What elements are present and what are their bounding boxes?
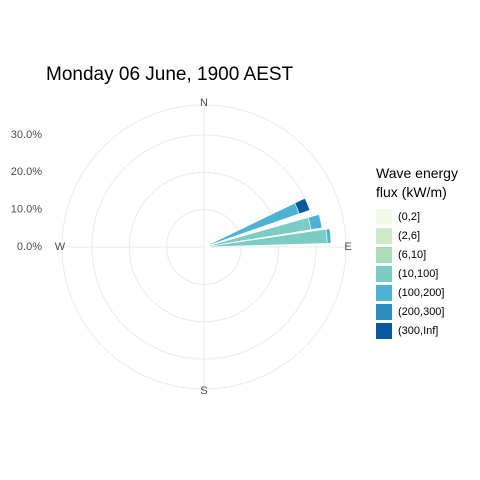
bars-layer [203, 197, 332, 248]
legend-item: (300,Inf] [376, 322, 458, 339]
legend-swatch [376, 303, 392, 320]
radial-tick-label: 10.0% [11, 204, 42, 216]
labels-layer: N E S W 0.0% 10.0% 20.0% 30.0% [11, 97, 352, 397]
legend-swatch [376, 322, 392, 339]
bar-segment-1-1 [307, 214, 323, 231]
legend-label: (300,Inf] [398, 324, 439, 337]
legend-label: (100,200] [398, 286, 445, 299]
radial-tick-label: 20.0% [11, 166, 42, 178]
legend-title-line-1: Wave energy [376, 165, 458, 181]
legend-item: (6,10] [376, 246, 458, 263]
radial-tick-label: 0.0% [17, 241, 42, 253]
legend-label: (2,6] [398, 229, 421, 242]
direction-label-w: W [55, 241, 66, 253]
legend-label: (10,100] [398, 267, 439, 280]
legend-item: (2,6] [376, 227, 458, 244]
bar-segment-0-1 [294, 197, 311, 215]
direction-label-e: E [344, 241, 351, 253]
legend-item: (10,100] [376, 265, 458, 282]
legend-label: (200,300] [398, 305, 445, 318]
bar-segment-2-1 [325, 228, 332, 244]
legend-swatch [376, 246, 392, 263]
chart-title: Monday 06 June, 1900 AEST [46, 64, 294, 85]
polar-grid [61, 104, 347, 390]
legend-title-line-2: flux (kW/m) [376, 184, 447, 200]
legend-items: (0,2] (2,6] (6,10] (10,100] (100,200] (200,30… [376, 208, 458, 339]
legend-swatch [376, 284, 392, 301]
legend-swatch [376, 227, 392, 244]
legend-label: (6,10] [398, 248, 427, 261]
legend-label: (0,2] [398, 210, 421, 223]
legend-item: (200,300] [376, 303, 458, 320]
radial-tick-label: 30.0% [11, 129, 42, 141]
legend-swatch [376, 208, 392, 225]
legend-title: Wave energy flux (kW/m) [376, 164, 458, 202]
legend-item: (0,2] [376, 208, 458, 225]
legend-item: (100,200] [376, 284, 458, 301]
legend-swatch [376, 265, 392, 282]
legend: Wave energy flux (kW/m) (0,2] (2,6] (6,10]… [376, 164, 458, 341]
direction-label-n: N [200, 97, 208, 109]
direction-label-s: S [200, 385, 207, 397]
